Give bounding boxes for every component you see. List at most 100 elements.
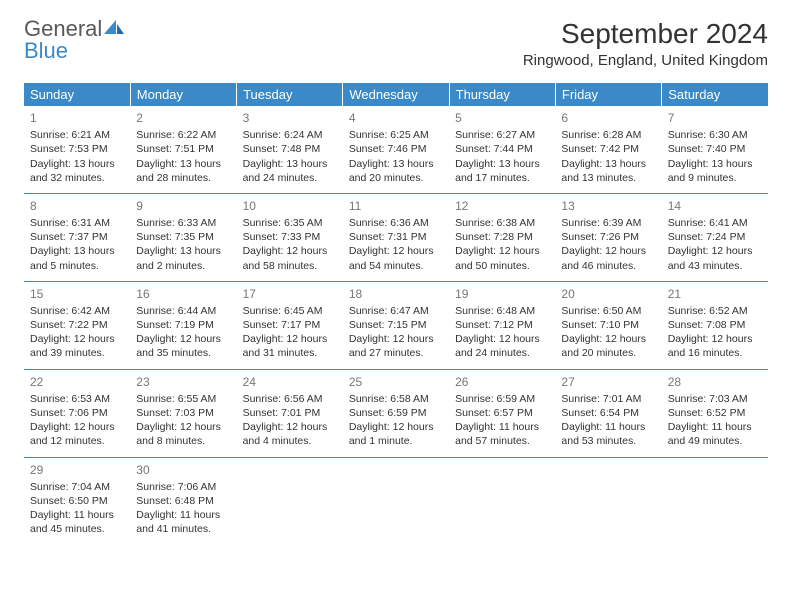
sunrise-text: Sunrise: 7:06 AM bbox=[136, 480, 230, 494]
sunset-text: Sunset: 7:22 PM bbox=[30, 318, 124, 332]
daylight-text: and 45 minutes. bbox=[30, 522, 124, 536]
daylight-text: Daylight: 11 hours bbox=[561, 420, 655, 434]
calendar-cell-empty bbox=[449, 457, 555, 544]
daylight-text: Daylight: 12 hours bbox=[243, 244, 337, 258]
sunrise-text: Sunrise: 6:52 AM bbox=[668, 304, 762, 318]
daylight-text: and 13 minutes. bbox=[561, 171, 655, 185]
sunrise-text: Sunrise: 6:47 AM bbox=[349, 304, 443, 318]
logo: General Blue bbox=[24, 18, 124, 62]
sunset-text: Sunset: 7:03 PM bbox=[136, 406, 230, 420]
logo-sail-icon bbox=[104, 16, 124, 41]
daylight-text: and 53 minutes. bbox=[561, 434, 655, 448]
calendar-cell: 1Sunrise: 6:21 AMSunset: 7:53 PMDaylight… bbox=[24, 106, 130, 193]
daylight-text: Daylight: 11 hours bbox=[455, 420, 549, 434]
daylight-text: Daylight: 12 hours bbox=[136, 420, 230, 434]
daylight-text: and 31 minutes. bbox=[243, 346, 337, 360]
daylight-text: and 32 minutes. bbox=[30, 171, 124, 185]
daylight-text: and 17 minutes. bbox=[455, 171, 549, 185]
day-number: 28 bbox=[668, 374, 762, 390]
calendar-cell: 3Sunrise: 6:24 AMSunset: 7:48 PMDaylight… bbox=[237, 106, 343, 193]
month-title: September 2024 bbox=[523, 18, 768, 50]
day-number: 26 bbox=[455, 374, 549, 390]
calendar-cell: 15Sunrise: 6:42 AMSunset: 7:22 PMDayligh… bbox=[24, 281, 130, 369]
day-number: 12 bbox=[455, 198, 549, 214]
sunrise-text: Sunrise: 6:30 AM bbox=[668, 128, 762, 142]
calendar-table: SundayMondayTuesdayWednesdayThursdayFrid… bbox=[24, 83, 768, 544]
calendar-cell: 5Sunrise: 6:27 AMSunset: 7:44 PMDaylight… bbox=[449, 106, 555, 193]
sunset-text: Sunset: 7:08 PM bbox=[668, 318, 762, 332]
daylight-text: and 4 minutes. bbox=[243, 434, 337, 448]
weekday-row: SundayMondayTuesdayWednesdayThursdayFrid… bbox=[24, 83, 768, 106]
daylight-text: Daylight: 12 hours bbox=[30, 332, 124, 346]
sunrise-text: Sunrise: 6:59 AM bbox=[455, 392, 549, 406]
daylight-text: Daylight: 13 hours bbox=[243, 157, 337, 171]
sunset-text: Sunset: 7:06 PM bbox=[30, 406, 124, 420]
daylight-text: Daylight: 13 hours bbox=[30, 157, 124, 171]
daylight-text: and 24 minutes. bbox=[243, 171, 337, 185]
sunrise-text: Sunrise: 6:24 AM bbox=[243, 128, 337, 142]
daylight-text: Daylight: 11 hours bbox=[30, 508, 124, 522]
sunrise-text: Sunrise: 6:56 AM bbox=[243, 392, 337, 406]
calendar-cell: 6Sunrise: 6:28 AMSunset: 7:42 PMDaylight… bbox=[555, 106, 661, 193]
day-number: 18 bbox=[349, 286, 443, 302]
weekday-header: Monday bbox=[130, 83, 236, 106]
sunrise-text: Sunrise: 7:04 AM bbox=[30, 480, 124, 494]
daylight-text: and 54 minutes. bbox=[349, 259, 443, 273]
daylight-text: and 8 minutes. bbox=[136, 434, 230, 448]
logo-text: General Blue bbox=[24, 18, 124, 62]
calendar-cell-empty bbox=[237, 457, 343, 544]
sunset-text: Sunset: 6:57 PM bbox=[455, 406, 549, 420]
sunrise-text: Sunrise: 7:01 AM bbox=[561, 392, 655, 406]
daylight-text: Daylight: 13 hours bbox=[349, 157, 443, 171]
calendar-cell: 30Sunrise: 7:06 AMSunset: 6:48 PMDayligh… bbox=[130, 457, 236, 544]
calendar-cell: 23 Sunrise: 6:55 AMSunset: 7:03 PMDayligh… bbox=[130, 369, 236, 457]
sunrise-text: Sunrise: 6:48 AM bbox=[455, 304, 549, 318]
sunset-text: Sunset: 7:12 PM bbox=[455, 318, 549, 332]
daylight-text: Daylight: 12 hours bbox=[136, 332, 230, 346]
calendar-cell: 9Sunrise: 6:33 AMSunset: 7:35 PMDaylight… bbox=[130, 193, 236, 281]
calendar-row: 1Sunrise: 6:21 AMSunset: 7:53 PMDaylight… bbox=[24, 106, 768, 193]
sunrise-text: Sunrise: 6:39 AM bbox=[561, 216, 655, 230]
title-block: September 2024 Ringwood, England, United… bbox=[523, 18, 768, 69]
day-number: 10 bbox=[243, 198, 337, 214]
sunrise-text: Sunrise: 6:45 AM bbox=[243, 304, 337, 318]
calendar-cell: 20Sunrise: 6:50 AMSunset: 7:10 PMDayligh… bbox=[555, 281, 661, 369]
sunset-text: Sunset: 6:50 PM bbox=[30, 494, 124, 508]
sunset-text: Sunset: 7:46 PM bbox=[349, 142, 443, 156]
day-number: 23 bbox=[136, 374, 230, 390]
weekday-header: Saturday bbox=[662, 83, 768, 106]
daylight-text: and 24 minutes. bbox=[455, 346, 549, 360]
daylight-text: Daylight: 12 hours bbox=[349, 244, 443, 258]
calendar-row: 22Sunrise: 6:53 AMSunset: 7:06 PMDayligh… bbox=[24, 369, 768, 457]
sunset-text: Sunset: 7:35 PM bbox=[136, 230, 230, 244]
sunset-text: Sunset: 6:54 PM bbox=[561, 406, 655, 420]
sunrise-text: Sunrise: 6:53 AM bbox=[30, 392, 124, 406]
sunrise-text: Sunrise: 6:50 AM bbox=[561, 304, 655, 318]
calendar-cell: 21Sunrise: 6:52 AMSunset: 7:08 PMDayligh… bbox=[662, 281, 768, 369]
calendar-cell: 22Sunrise: 6:53 AMSunset: 7:06 PMDayligh… bbox=[24, 369, 130, 457]
day-number: 2 bbox=[136, 110, 230, 126]
daylight-text: and 12 minutes. bbox=[30, 434, 124, 448]
daylight-text: and 39 minutes. bbox=[30, 346, 124, 360]
calendar-cell: 27 Sunrise: 7:01 AMSunset: 6:54 PMDayligh… bbox=[555, 369, 661, 457]
sunrise-text: Sunrise: 6:33 AM bbox=[136, 216, 230, 230]
daylight-text: and 58 minutes. bbox=[243, 259, 337, 273]
weekday-header: Tuesday bbox=[237, 83, 343, 106]
calendar-head: SundayMondayTuesdayWednesdayThursdayFrid… bbox=[24, 83, 768, 106]
calendar-cell: 24Sunrise: 6:56 AMSunset: 7:01 PMDayligh… bbox=[237, 369, 343, 457]
sunset-text: Sunset: 7:40 PM bbox=[668, 142, 762, 156]
daylight-text: Daylight: 13 hours bbox=[455, 157, 549, 171]
sunset-text: Sunset: 7:48 PM bbox=[243, 142, 337, 156]
daylight-text: Daylight: 13 hours bbox=[136, 244, 230, 258]
daylight-text: Daylight: 13 hours bbox=[561, 157, 655, 171]
daylight-text: Daylight: 11 hours bbox=[136, 508, 230, 522]
sunrise-text: Sunrise: 6:27 AM bbox=[455, 128, 549, 142]
daylight-text: and 20 minutes. bbox=[561, 346, 655, 360]
calendar-cell: 18Sunrise: 6:47 AMSunset: 7:15 PMDayligh… bbox=[343, 281, 449, 369]
sunset-text: Sunset: 7:31 PM bbox=[349, 230, 443, 244]
day-number: 27 bbox=[561, 374, 655, 390]
sunrise-text: Sunrise: 6:42 AM bbox=[30, 304, 124, 318]
daylight-text: and 49 minutes. bbox=[668, 434, 762, 448]
sunrise-text: Sunrise: 6:55 AM bbox=[136, 392, 230, 406]
sunset-text: Sunset: 7:10 PM bbox=[561, 318, 655, 332]
